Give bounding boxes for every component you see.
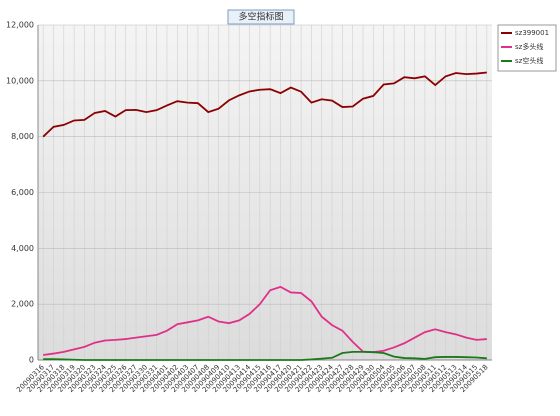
title-box xyxy=(227,9,295,25)
y-tick-label: 8,000 xyxy=(11,132,34,141)
y-tick-label: 2,000 xyxy=(11,300,34,309)
series-line xyxy=(43,351,487,361)
y-tick-label: 12,000 xyxy=(6,21,34,30)
series-line xyxy=(42,71,487,138)
y-tick-label: 10,000 xyxy=(6,76,34,85)
series-line xyxy=(43,285,487,356)
legend-label: sz多头线 xyxy=(515,42,543,51)
y-tick-label: 4,000 xyxy=(11,244,34,253)
legend-label: sz399001 xyxy=(515,29,549,37)
chart-title: 多空指标图 xyxy=(238,11,283,23)
y-tick-label: 6,000 xyxy=(11,188,34,197)
legend-label: sz空头线 xyxy=(515,56,543,65)
y-tick-label: 0 xyxy=(29,356,34,365)
